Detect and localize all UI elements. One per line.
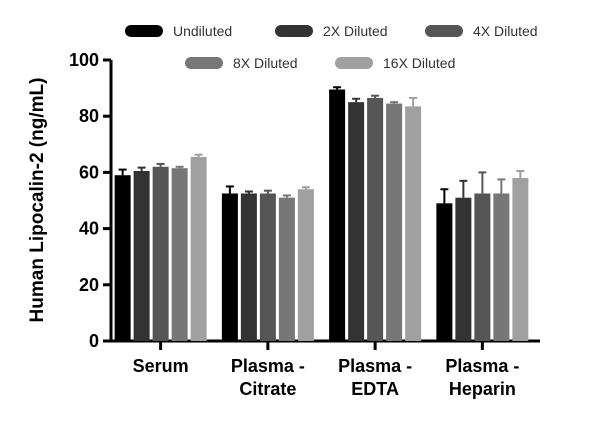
legend-swatch [185,57,223,69]
legend-label: 2X Diluted [323,23,388,39]
y-tick-label: 40 [79,219,99,239]
bar [171,168,188,341]
y-tick-label: 60 [79,162,99,182]
legend-label: 4X Diluted [473,23,538,39]
legend-label: Undiluted [173,23,232,39]
bar [114,175,131,341]
x-tick-label: Heparin [449,379,516,399]
legend-item: Undiluted [125,23,232,39]
x-tick-label: Plasma - [338,356,412,376]
bar [259,193,276,341]
x-tick-label: Plasma - [445,356,519,376]
legend-label: 16X Diluted [383,55,455,71]
x-tick-label: Plasma - [231,356,305,376]
y-tick-label: 100 [69,50,99,70]
x-tick-label: Serum [133,356,189,376]
bar [297,189,314,341]
bar [512,178,529,341]
bar [240,193,257,341]
legend-swatch [425,25,463,37]
legend-item: 16X Diluted [335,55,455,71]
x-tick-label: EDTA [351,379,399,399]
bar [221,193,238,341]
legend: Undiluted 2X Diluted 4X Diluted 8X Diluted 1… [125,23,538,71]
bar [493,193,510,341]
bar [405,106,422,342]
bar [455,197,472,341]
legend-swatch [335,57,373,69]
y-tick-label: 0 [89,331,99,351]
y-axis-label: Human Lipocalin-2 (ng/mL) [27,78,48,323]
bars [114,86,529,342]
bar [278,197,295,341]
bar [436,203,453,341]
bar [474,193,491,341]
legend-item: 2X Diluted [275,23,388,39]
legend-swatch [125,25,163,37]
legend-item: 4X Diluted [425,23,538,39]
legend-swatch [275,25,313,37]
y-tick-label: 20 [79,275,99,295]
legend-item: 8X Diluted [185,55,298,71]
bar [329,89,346,341]
y-tick-label: 80 [79,106,99,126]
bar [133,170,150,341]
x-tick-label: Citrate [239,379,296,399]
bar [348,102,365,342]
bar [152,166,169,341]
x-tick-labels: Serum Plasma - Citrate Plasma - EDTA Plasma -… [133,356,520,399]
bar [190,156,207,341]
bar [386,103,403,342]
legend-label: 8X Diluted [233,55,298,71]
bar [367,97,384,341]
